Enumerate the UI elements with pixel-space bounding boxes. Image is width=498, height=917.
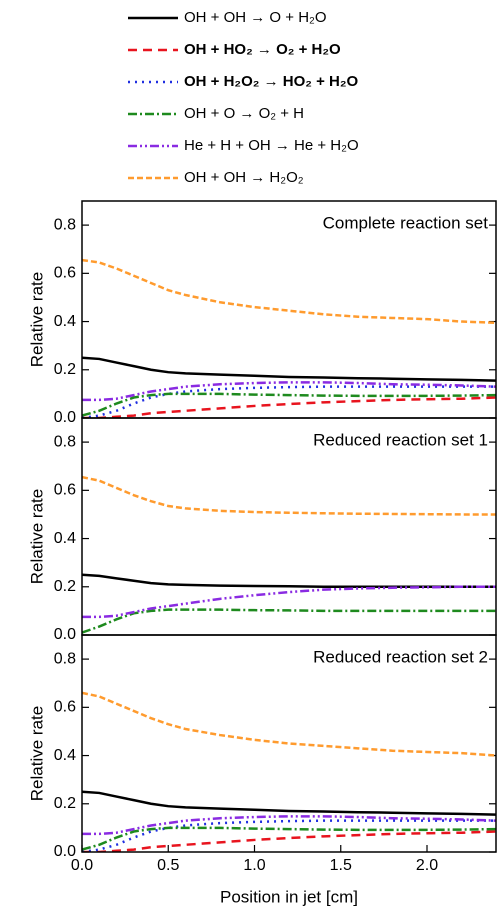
series-line: [82, 475, 496, 516]
plot-area: [82, 258, 496, 418]
series-line: [82, 356, 496, 382]
plot-area: [82, 475, 496, 634]
y-tick-label: 0.6: [54, 265, 76, 282]
y-tick-label: 0.2: [54, 361, 76, 378]
series-line: [82, 790, 496, 816]
series-line: [82, 585, 496, 619]
x-tick-label: 2.0: [416, 857, 438, 874]
y-tick-label: 0.2: [54, 578, 76, 595]
x-tick-label: 1.0: [243, 857, 265, 874]
y-tick-label: 0.4: [54, 747, 76, 764]
y-tick-label: 0.0: [54, 626, 76, 643]
series-line: [82, 608, 496, 634]
plot-frame: [81, 417, 497, 636]
y-tick-label: 0.6: [54, 482, 76, 499]
legend-label: OH + HO₂ → O₂ + H₂O: [184, 41, 341, 58]
y-axis-label: Relative rate: [27, 272, 46, 367]
x-tick-label: 0.5: [157, 857, 179, 874]
series-line: [82, 815, 496, 836]
series-line: [82, 381, 496, 402]
series-line: [82, 258, 496, 325]
series-line: [82, 830, 496, 852]
y-axis-label: Relative rate: [27, 489, 46, 584]
y-tick-label: 0.6: [54, 699, 76, 716]
y-axis-label: Relative rate: [27, 706, 46, 801]
series-line: [82, 826, 496, 851]
legend-label: He + H + OH → He + H₂O: [184, 137, 359, 154]
series-line: [82, 573, 496, 589]
y-tick-label: 0.8: [54, 216, 76, 233]
legend-label: OH + H₂O₂ → HO₂ + H₂O: [184, 73, 359, 90]
panel-title: Reduced reaction set 2: [313, 647, 488, 666]
y-tick-label: 0.8: [54, 433, 76, 450]
y-tick-label: 0.8: [54, 650, 76, 667]
y-tick-label: 0.0: [54, 409, 76, 426]
panel-title: Complete reaction set: [323, 213, 489, 232]
legend-label: OH + OH → O + H₂O: [184, 9, 327, 26]
x-tick-label: 1.5: [330, 857, 352, 874]
y-tick-label: 0.4: [54, 530, 76, 547]
legend-label: OH + OH → H₂O₂: [184, 169, 304, 186]
plot-frame: [81, 634, 497, 853]
y-tick-label: 0.4: [54, 313, 76, 330]
y-tick-label: 0.0: [54, 843, 76, 860]
panel-title: Reduced reaction set 1: [313, 430, 488, 449]
y-tick-label: 0.2: [54, 795, 76, 812]
series-line: [82, 396, 496, 418]
series-line: [82, 392, 496, 417]
x-axis-label: Position in jet [cm]: [220, 887, 358, 906]
plot-area: [82, 691, 496, 852]
series-line: [82, 691, 496, 757]
legend-label: OH + O → O₂ + H: [184, 105, 304, 122]
x-tick-label: 0.0: [71, 857, 93, 874]
